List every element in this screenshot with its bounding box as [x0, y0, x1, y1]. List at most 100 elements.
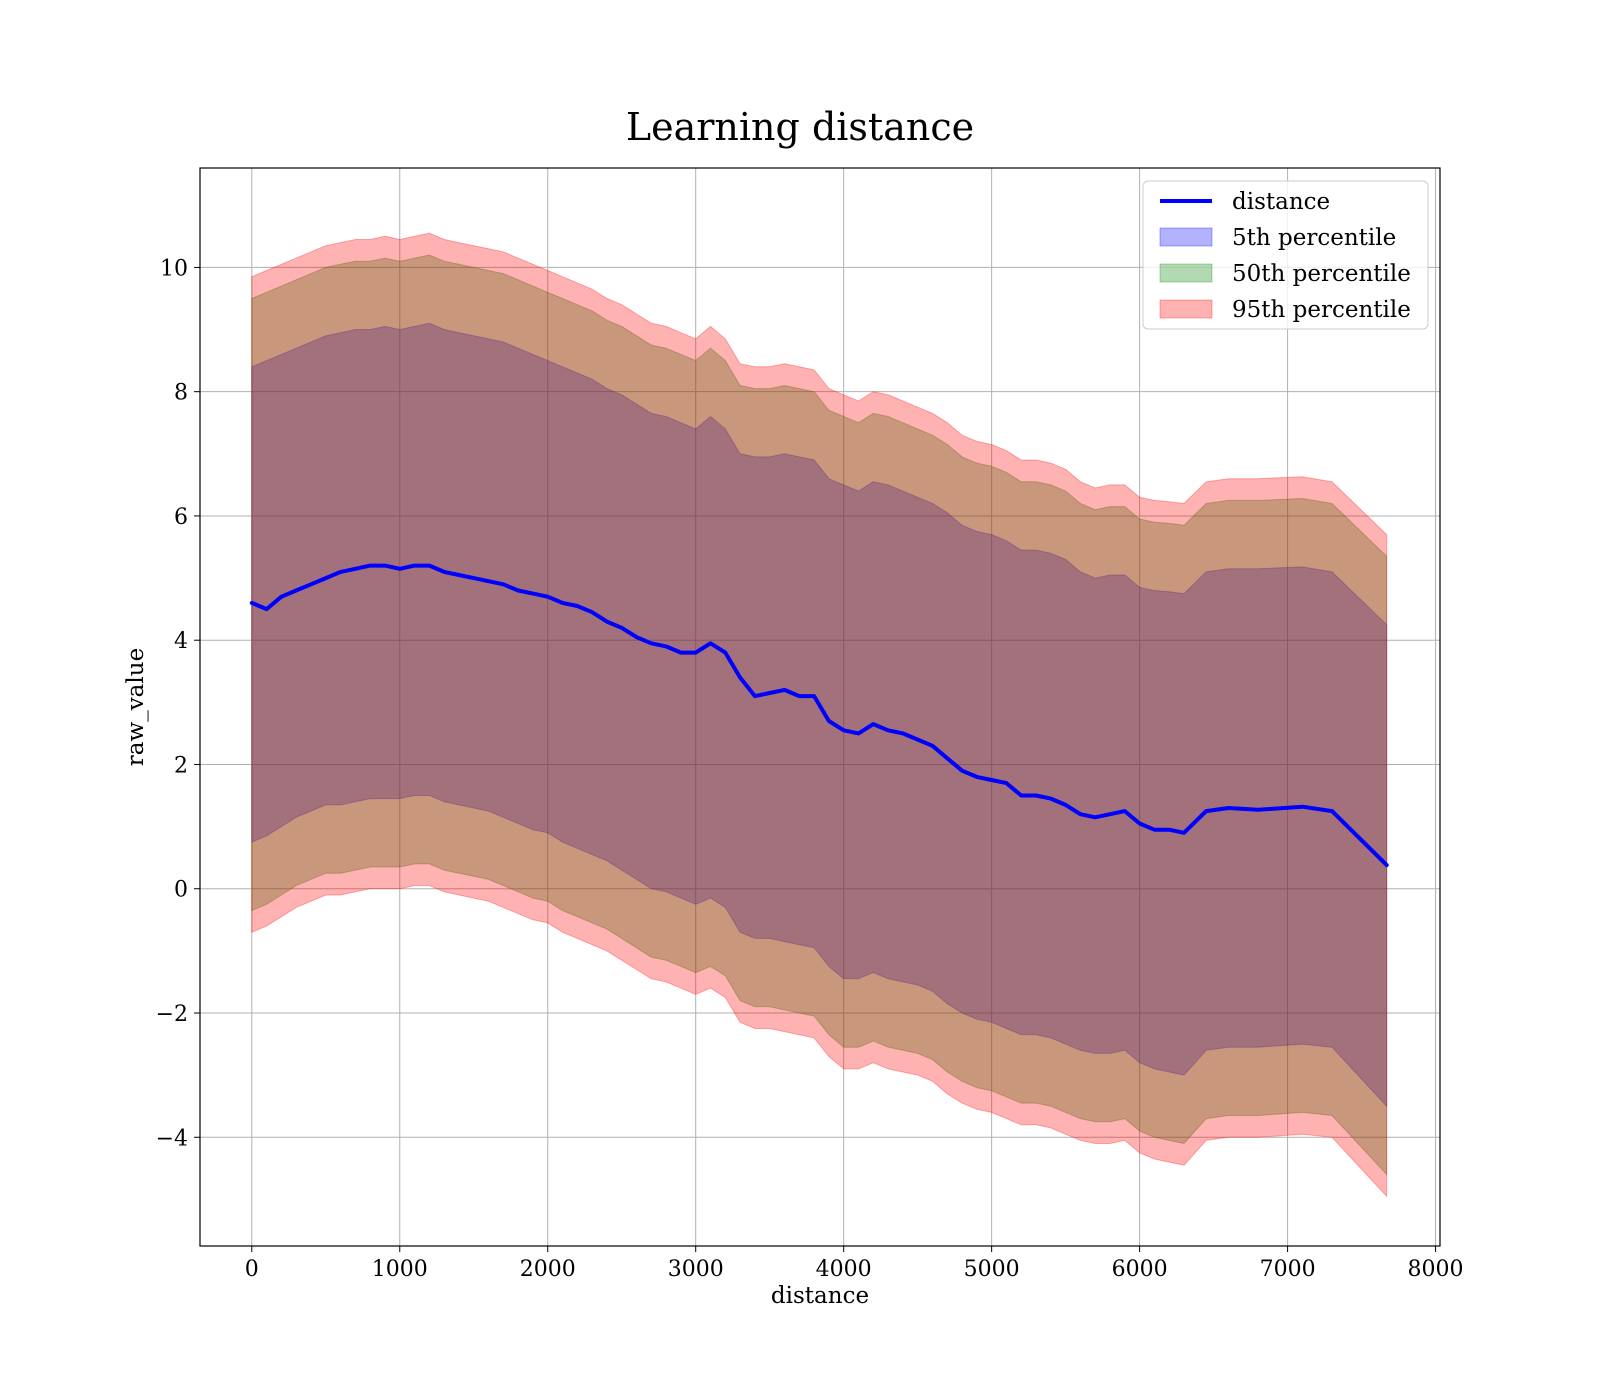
- line-point: [620, 627, 623, 629]
- x-tick-label: 0: [245, 1257, 259, 1282]
- line-point: [916, 738, 919, 741]
- y-tick-label: 6: [174, 505, 188, 530]
- x-tick-label: 3000: [668, 1257, 724, 1282]
- band-layer: [251, 232, 1388, 1198]
- line-point: [754, 695, 756, 697]
- line-point: [931, 745, 934, 747]
- line-point: [251, 602, 253, 604]
- y-tick-label: 10: [160, 256, 188, 281]
- legend-swatch-5th-percentile: [1159, 227, 1213, 247]
- line-point: [990, 779, 993, 781]
- line-point: [265, 608, 268, 610]
- legend-label-50th-percentile: 50th percentile: [1232, 261, 1411, 287]
- line-point: [1205, 810, 1207, 812]
- grid-layer: [200, 168, 1440, 1246]
- x-tick-label: 2000: [520, 1257, 576, 1282]
- line-point: [339, 571, 342, 573]
- line-point: [1385, 864, 1388, 866]
- line-point: [502, 583, 505, 586]
- line-point: [384, 564, 386, 567]
- y-tick-label: 0: [174, 878, 188, 903]
- line-point: [1331, 810, 1333, 812]
- line-point: [1124, 810, 1126, 812]
- legend-label-distance: distance: [1232, 189, 1330, 215]
- line-point: [783, 689, 786, 691]
- line-point: [487, 580, 490, 582]
- line-layer: [249, 563, 1389, 868]
- legend-entries: distance 5th percentile 50th percentile 95t…: [1159, 189, 1411, 323]
- line-point: [709, 642, 712, 645]
- line-point: [369, 564, 372, 567]
- line-point: [606, 620, 608, 623]
- line-point: [1050, 797, 1052, 800]
- line-point: [1301, 805, 1304, 808]
- y-tick-label: 2: [174, 753, 188, 778]
- line-point: [1168, 828, 1170, 831]
- line-point: [428, 564, 431, 567]
- line-point: [472, 577, 475, 579]
- line-point: [887, 729, 889, 732]
- tick-layer: 0 1000 2000 3000 4000 5000 6000 7000 8000 −4 −2 0 2 4…: [156, 256, 1464, 1282]
- line-point: [828, 720, 830, 722]
- line-point: [1005, 782, 1008, 784]
- line-point: [458, 574, 460, 576]
- plot-frame: [199, 167, 1441, 1247]
- line-point: [650, 642, 653, 645]
- line-point: [1079, 813, 1082, 815]
- line-point: [280, 595, 283, 598]
- legend-label-5th-percentile: 5th percentile: [1232, 225, 1396, 251]
- line-point: [1227, 807, 1230, 809]
- line-point: [1020, 794, 1022, 797]
- line-point: [443, 571, 446, 573]
- y-tick-label: −2: [156, 1002, 188, 1027]
- line-point: [310, 583, 312, 586]
- line-point: [680, 651, 682, 654]
- y-tick-label: 4: [174, 629, 188, 654]
- line-point: [961, 769, 963, 772]
- line-point: [1064, 804, 1067, 806]
- line-point: [1183, 832, 1185, 834]
- x-tick-label: 4000: [816, 1257, 872, 1282]
- line-point: [813, 695, 815, 697]
- line-point: [561, 602, 564, 604]
- x-tick-label: 8000: [1408, 1257, 1464, 1282]
- legend: distance 5th percentile 50th percentile 95t…: [1142, 180, 1429, 330]
- line-point: [976, 776, 978, 778]
- line-distance: [249, 563, 1389, 868]
- chart-title: Learning distance: [626, 105, 974, 149]
- y-tick-label: 8: [174, 381, 188, 406]
- line-point: [946, 757, 949, 760]
- line-point: [576, 605, 579, 607]
- line-point: [1094, 816, 1096, 819]
- line-point: [546, 595, 549, 598]
- band-5th-percentile: [251, 322, 1388, 1108]
- x-axis-label: distance: [771, 1283, 869, 1309]
- line-point: [724, 651, 727, 654]
- band-50th-percentile: [251, 254, 1388, 1176]
- x-tick-label: 5000: [964, 1257, 1020, 1282]
- line-point: [842, 729, 845, 732]
- line-point: [413, 564, 416, 567]
- x-tick-label: 7000: [1260, 1257, 1316, 1282]
- line-point: [768, 692, 771, 694]
- legend-box: [1142, 180, 1429, 330]
- line-point: [532, 592, 534, 595]
- line-point: [665, 645, 667, 648]
- band-95th-percentile: [251, 232, 1388, 1198]
- line-point: [798, 695, 801, 697]
- line-point: [694, 651, 697, 654]
- line-point: [857, 732, 860, 735]
- line-point: [1109, 813, 1111, 815]
- line-point: [1138, 822, 1141, 825]
- line-point: [1035, 794, 1037, 797]
- legend-label-95th-percentile: 95th percentile: [1232, 297, 1411, 323]
- line-point: [517, 589, 519, 592]
- legend-swatch-95th-percentile: [1159, 299, 1213, 319]
- legend-swatch-50th-percentile: [1159, 263, 1213, 283]
- y-tick-label: −4: [156, 1126, 188, 1151]
- line-point: [591, 611, 593, 613]
- line-point: [1257, 809, 1259, 811]
- line-point: [325, 577, 327, 579]
